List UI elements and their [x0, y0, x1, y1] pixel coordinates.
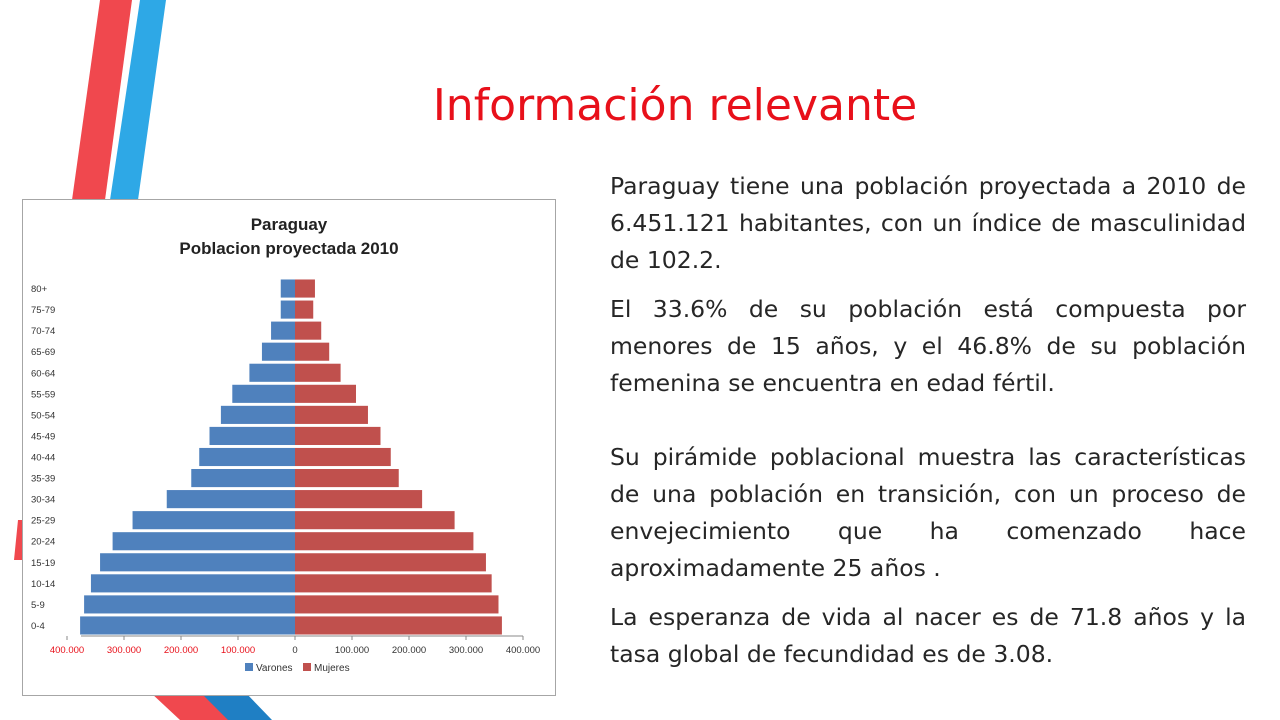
bar-varones-75-79 [280, 300, 295, 319]
legend: Varones Mujeres [245, 663, 350, 674]
bar-varones-5-9 [84, 595, 295, 614]
category-label: 55-59 [31, 389, 55, 400]
bar-mujeres-55-59 [295, 384, 356, 403]
bar-mujeres-45-49 [295, 426, 381, 445]
bar-mujeres-60-64 [295, 363, 341, 382]
slide-title: Información relevante [432, 80, 918, 131]
x-tick-label: 0 [292, 645, 297, 656]
bar-mujeres-80+ [295, 279, 315, 298]
bar-varones-20-24 [112, 532, 295, 551]
paragraph-population: Paraguay tiene una población proyectada … [610, 172, 1246, 274]
bar-mujeres-40-44 [295, 447, 391, 467]
bar-varones-50-54 [220, 405, 295, 424]
chart-subtitle: Poblacion proyectada 2010 [179, 239, 398, 258]
bar-mujeres-30-34 [295, 490, 423, 509]
x-tick-label: 100.000 [335, 645, 369, 656]
red-stripe [72, 0, 132, 200]
category-label: 20-24 [31, 537, 55, 548]
category-label: 30-34 [31, 495, 55, 506]
legend-swatch-mujeres [303, 663, 311, 671]
category-label: 35-39 [31, 474, 55, 485]
legend-label-mujeres: Mujeres [314, 663, 350, 674]
bar-varones-80+ [280, 279, 295, 298]
x-tick-label: 400.000 [50, 645, 84, 656]
red-stripe-mid [14, 520, 24, 560]
bar-varones-15-19 [100, 553, 295, 572]
category-label: 5-9 [31, 600, 45, 611]
category-label: 60-64 [31, 368, 55, 379]
x-tick-label: 400.000 [506, 645, 540, 656]
bar-varones-40-44 [199, 447, 295, 467]
bar-varones-30-34 [166, 490, 295, 509]
bar-mujeres-20-24 [295, 532, 474, 551]
bar-varones-35-39 [191, 469, 295, 488]
chart-title: Paraguay [251, 215, 328, 234]
paragraph-minors: El 33.6% de su población está compuesta … [610, 295, 1246, 397]
bar-mujeres-35-39 [295, 469, 399, 488]
bar-varones-25-29 [132, 511, 295, 530]
population-pyramid-chart: Paraguay Poblacion proyectada 2010 0-4 5-… [22, 199, 556, 696]
bar-varones-60-64 [249, 363, 295, 382]
bar-mujeres-75-79 [295, 300, 314, 319]
bar-mujeres-50-54 [295, 405, 368, 424]
x-tick-label: 300.000 [449, 645, 483, 656]
bar-varones-10-14 [90, 574, 295, 593]
bar-varones-0-4 [80, 616, 295, 635]
category-label: 0-4 [31, 621, 45, 632]
blue-stripe [110, 0, 166, 200]
paragraph-pyramid: Su pirámide poblacional muestra las cara… [610, 443, 1246, 582]
bar-mujeres-25-29 [295, 511, 455, 530]
category-label: 15-19 [31, 558, 55, 569]
bar-varones-65-69 [261, 342, 295, 361]
pyramid-svg: Paraguay Poblacion proyectada 2010 0-4 5-… [31, 215, 540, 674]
category-label: 70-74 [31, 326, 55, 337]
bar-varones-70-74 [271, 321, 295, 340]
category-label: 10-14 [31, 579, 55, 590]
category-label: 50-54 [31, 410, 55, 421]
paragraph-life-expectancy: La esperanza de vida al nacer es de 71.8… [610, 603, 1246, 668]
category-label: 45-49 [31, 431, 55, 442]
bar-varones-45-49 [209, 426, 295, 445]
bar-varones-55-59 [232, 384, 295, 403]
x-tick-label: 300.000 [107, 645, 141, 656]
category-label: 25-29 [31, 516, 55, 527]
category-label: 75-79 [31, 305, 55, 316]
bar-mujeres-5-9 [295, 595, 499, 614]
bottom-blue-stripe [200, 692, 272, 720]
bar-mujeres-65-69 [295, 342, 330, 361]
bar-mujeres-10-14 [295, 574, 492, 593]
bar-mujeres-15-19 [295, 553, 486, 572]
category-label: 65-69 [31, 347, 55, 358]
category-label: 80+ [31, 284, 48, 295]
x-tick-label: 200.000 [392, 645, 426, 656]
x-tick-label: 200.000 [164, 645, 198, 656]
bar-mujeres-70-74 [295, 321, 322, 340]
bar-mujeres-0-4 [295, 616, 502, 635]
slide-text: Paraguay tiene una población proyectada … [610, 168, 1246, 673]
legend-swatch-varones [245, 663, 253, 671]
x-tick-label: 100.000 [221, 645, 255, 656]
category-label: 40-44 [31, 453, 55, 464]
legend-label-varones: Varones [256, 663, 293, 674]
